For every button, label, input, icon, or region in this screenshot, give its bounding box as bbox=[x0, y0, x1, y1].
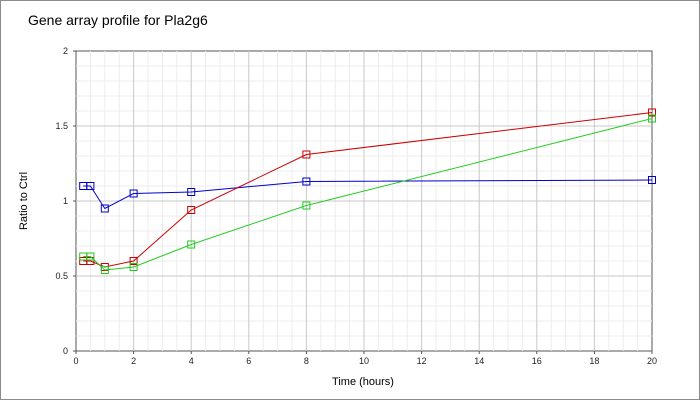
y-tick-label: 0 bbox=[63, 346, 68, 356]
data-point-marker bbox=[302, 150, 311, 159]
x-tick-label: 6 bbox=[246, 356, 251, 366]
data-point-marker bbox=[129, 257, 138, 265]
data-point-marker bbox=[86, 182, 95, 190]
y-tick-label: 2 bbox=[63, 46, 68, 56]
x-tick-label: 8 bbox=[304, 356, 309, 366]
data-point-marker bbox=[302, 177, 311, 186]
x-tick-label: 12 bbox=[417, 356, 427, 366]
y-tick-label: 0.5 bbox=[55, 271, 68, 281]
series-1 bbox=[79, 176, 656, 213]
data-point-marker bbox=[187, 206, 196, 214]
y-axis-ticks: 0 0.5 1 1.5 2 bbox=[55, 46, 76, 356]
data-point-marker bbox=[100, 266, 109, 274]
x-tick-label: 20 bbox=[647, 356, 657, 366]
x-tick-label: 18 bbox=[589, 356, 599, 366]
series-layer bbox=[79, 108, 656, 274]
data-point-marker bbox=[648, 176, 656, 184]
data-point-marker bbox=[100, 204, 109, 213]
data-point-marker bbox=[187, 188, 196, 196]
major-grid bbox=[76, 51, 652, 351]
x-tick-label: 10 bbox=[359, 356, 369, 366]
y-tick-label: 1.5 bbox=[55, 121, 68, 131]
x-tick-label: 16 bbox=[532, 356, 542, 366]
data-point-marker bbox=[648, 108, 656, 117]
x-axis-label: Time (hours) bbox=[332, 376, 394, 388]
data-point-marker bbox=[648, 114, 656, 123]
x-tick-label: 14 bbox=[474, 356, 484, 366]
y-tick-label: 1 bbox=[63, 196, 68, 206]
data-point-marker bbox=[302, 201, 311, 210]
x-tick-label: 2 bbox=[131, 356, 136, 366]
y-axis-label: Ratio to Ctrl bbox=[18, 172, 30, 230]
data-point-marker bbox=[129, 263, 138, 271]
chart-title: Gene array profile for Pla2g6 bbox=[28, 12, 208, 28]
data-point-marker bbox=[86, 252, 95, 261]
data-point-marker bbox=[129, 189, 138, 198]
x-axis-ticks: 0 2 4 6 8 10 12 14 16 18 20 bbox=[73, 351, 657, 366]
series-line bbox=[83, 179, 653, 210]
series-2 bbox=[79, 108, 656, 271]
series-line bbox=[83, 112, 653, 268]
data-point-marker bbox=[187, 240, 196, 249]
series-line bbox=[83, 118, 653, 271]
series-3 bbox=[79, 114, 656, 274]
x-tick-label: 4 bbox=[189, 356, 194, 366]
x-tick-label: 0 bbox=[73, 356, 78, 366]
data-point-marker bbox=[86, 257, 95, 265]
